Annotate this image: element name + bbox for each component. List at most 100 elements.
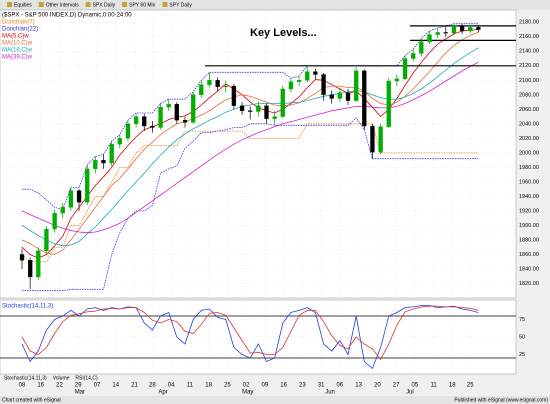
legend-entry: Donchian(7) [2, 20, 35, 26]
y-tick-label: 1900.00 [519, 223, 539, 229]
candle-body [125, 123, 131, 139]
x-tick-label: 07 [94, 383, 101, 389]
x-tick-label: 11 [187, 383, 194, 389]
y-tick-label: 1820.00 [519, 281, 539, 287]
panel-tab[interactable]: Volume [53, 375, 70, 381]
donchian-lower [22, 117, 479, 292]
candle-body [158, 107, 163, 128]
stoch-tick-label: 25 [519, 352, 525, 358]
candle-body [166, 104, 171, 108]
candle-body [68, 190, 74, 208]
legend-entry: Donchian(22) [2, 27, 38, 33]
candle-body [443, 32, 448, 34]
candle-body [231, 85, 237, 106]
x-tick-label: 23 [299, 383, 306, 389]
candle-body [52, 212, 57, 230]
candle-body [313, 71, 318, 75]
candle-body [386, 80, 391, 127]
x-tick-label: 14 [112, 383, 119, 389]
stoch-line [21, 305, 479, 361]
x-tick-label: 20 [374, 383, 381, 389]
y-tick-label: 2060.00 [519, 107, 539, 113]
y-tick-label: 1840.00 [519, 266, 539, 272]
legend-entry: MA(5,C)w [2, 34, 29, 40]
candle-body [207, 80, 212, 85]
y-tick-label: 2080.00 [519, 92, 539, 98]
legend-entry: MA(39,C)w [2, 55, 33, 61]
candle-body [272, 116, 277, 119]
month-label: Mar [75, 390, 85, 396]
toolbar-icon [122, 2, 128, 7]
toolbar-item[interactable]: SPX Daily [93, 2, 116, 8]
candle-body [427, 34, 432, 42]
x-tick-label: 28 [149, 383, 156, 389]
toolbar [0, 0, 550, 10]
candle-body [288, 81, 294, 90]
x-tick-label: 22 [56, 383, 63, 389]
panel-tab[interactable]: RSI(14,C) [75, 375, 98, 381]
footer-left: Chart created with eSignal [2, 397, 61, 403]
toolbar-item[interactable]: SPY 60 Min [129, 2, 156, 8]
y-tick-label: 2120.00 [519, 63, 539, 69]
x-tick-label: 09 [262, 383, 269, 389]
x-tick-label: 25 [224, 383, 231, 389]
y-tick-label: 2040.00 [519, 121, 539, 127]
candle-body [76, 190, 82, 203]
x-tick-label: 31 [318, 383, 325, 389]
y-tick-label: 1920.00 [519, 208, 539, 214]
candle-body [459, 25, 465, 32]
candle-body [19, 254, 25, 261]
indicator-line [21, 32, 479, 255]
candle-body [142, 116, 147, 127]
candle-body [101, 159, 106, 164]
x-tick-label: 27 [393, 383, 400, 389]
chart-title: ($SPX - S&P 500 INDEX,D) Dynamic,0:00-24… [2, 13, 132, 19]
toolbar-icon [7, 2, 12, 7]
panel-tab[interactable]: Stochastic(14,11,3) [4, 375, 47, 381]
candle-body [182, 120, 188, 123]
candle-body [256, 105, 261, 112]
indicator-line [21, 123, 479, 263]
y-tick-label: 1980.00 [519, 165, 539, 171]
toolbar-item[interactable]: SPY Daily [169, 2, 192, 8]
candle-body [117, 138, 122, 145]
toolbar-icon [38, 2, 44, 7]
y-tick-label: 2180.00 [519, 20, 539, 26]
indicator-line [21, 47, 479, 247]
x-tick-label: 02 [243, 383, 250, 389]
candle-body [321, 74, 326, 95]
candle-body [353, 70, 359, 101]
x-tick-label: 21 [131, 383, 138, 389]
y-tick-label: 1960.00 [519, 179, 539, 185]
x-tick-label: 04 [168, 383, 175, 389]
candle-body [345, 92, 351, 101]
month-label: Apr [158, 390, 167, 396]
toolbar-item[interactable]: Equities [14, 2, 32, 8]
indicator-line [21, 61, 479, 234]
candle-body [85, 168, 90, 203]
y-tick-label: 2000.00 [519, 150, 539, 156]
candle-body [370, 125, 375, 153]
legend-entry: MA(18,C)w [2, 48, 33, 54]
legend-entry: MA(10,C)w [2, 41, 33, 47]
candle-body [337, 92, 343, 99]
candle-body [215, 80, 220, 87]
x-tick-label: 06 [337, 383, 344, 389]
candle-body [362, 70, 367, 127]
candle-body [378, 126, 383, 153]
x-tick-label: 29 [75, 383, 82, 389]
candle-body [133, 116, 139, 124]
y-tick-label: 2020.00 [519, 136, 539, 142]
y-tick-label: 1940.00 [519, 194, 539, 200]
candle-body [190, 94, 196, 123]
month-label: May [242, 390, 253, 396]
toolbar-item[interactable]: Other Intervals [46, 2, 79, 8]
candle-body [199, 84, 204, 95]
toolbar-icon [85, 2, 91, 7]
candle-body [174, 104, 180, 121]
footer [0, 396, 550, 404]
x-tick-label: 16 [37, 383, 44, 389]
candle-body [305, 71, 310, 81]
candle-body [248, 110, 253, 112]
